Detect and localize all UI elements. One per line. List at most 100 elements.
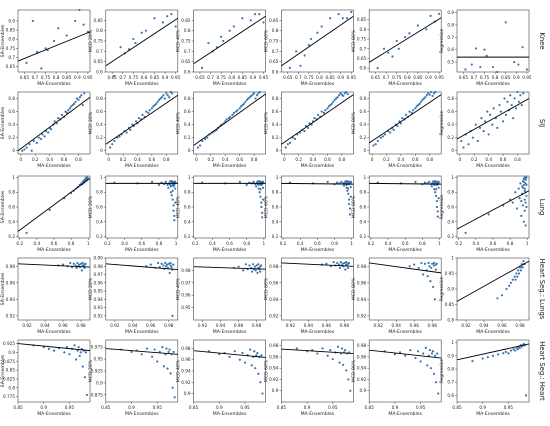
data-point [149, 263, 152, 266]
plot-frame [368, 175, 442, 239]
data-point [245, 98, 248, 101]
data-point [422, 352, 425, 355]
data-point [329, 103, 332, 107]
plot-frame [456, 175, 530, 239]
data-point [168, 183, 172, 186]
data-point [508, 284, 511, 287]
data-point [86, 176, 89, 179]
y-axis-label: SA-Ensembles [0, 272, 6, 305]
data-point [436, 180, 439, 184]
fit-line [281, 15, 354, 67]
y-tick-label: 0.94 [269, 366, 279, 371]
y-tick-label: 0.7 [272, 49, 279, 54]
data-point [174, 187, 177, 190]
data-point [166, 94, 169, 97]
x-tick-label: 0 [195, 157, 198, 162]
y-tick-label: 0.8 [184, 28, 191, 33]
x-tick-label: 0.65 [20, 75, 30, 80]
data-point [237, 265, 240, 268]
x-tick-label: 0.6 [138, 241, 145, 246]
x-tick-label: 0.7 [295, 75, 302, 80]
data-point [395, 39, 398, 43]
y-tick-label: 0.96 [181, 293, 191, 298]
x-tick-label: 0.94 [304, 323, 314, 328]
data-point [464, 68, 467, 71]
data-point [173, 396, 176, 399]
data-point [506, 100, 509, 103]
fit-line [369, 182, 442, 185]
data-point [410, 111, 413, 114]
data-point [392, 128, 395, 131]
x-tick-label: 0.4 [473, 241, 480, 246]
data-point [478, 126, 482, 129]
plot-frame [17, 9, 91, 73]
data-point [130, 350, 133, 354]
x-tick-label: 0.8 [331, 241, 338, 246]
data-point [501, 120, 505, 123]
data-point [57, 27, 60, 30]
data-point [257, 187, 260, 190]
data-point [417, 266, 420, 270]
x-tick-label: 0.98 [164, 323, 174, 328]
y-tick-label: 0.92 [181, 380, 191, 385]
x-tick-label: 0.4 [46, 157, 53, 162]
data-point [372, 144, 375, 147]
data-point [75, 97, 79, 100]
data-point [316, 352, 319, 355]
x-tick-label: 0.95 [504, 405, 514, 410]
data-point [299, 64, 302, 67]
y-tick-label: 0.6 [184, 109, 191, 114]
data-point [238, 107, 241, 110]
data-point [509, 281, 513, 284]
data-point [57, 117, 60, 120]
x-tick-label: 0.92 [198, 323, 208, 328]
y-tick-label: 0.75 [6, 46, 16, 51]
y-tick-label: 0 [364, 148, 367, 153]
data-point [423, 181, 427, 184]
data-point [113, 139, 116, 143]
data-point [85, 393, 89, 397]
x-tick-label: 0.6 [51, 241, 58, 246]
fit-line [105, 17, 179, 67]
y-tick-label: 0.96 [357, 354, 367, 359]
x-tick-label: 0.7 [471, 75, 478, 80]
data-point [425, 94, 428, 97]
data-point [519, 269, 523, 272]
data-point [80, 269, 83, 272]
y-tick-label: 0.94 [357, 366, 367, 371]
data-point [64, 110, 67, 113]
data-point [222, 39, 225, 43]
data-point [32, 139, 35, 143]
y-axis-label: MCD 80% [351, 277, 357, 300]
data-point [249, 348, 252, 351]
data-point [421, 98, 424, 101]
y-tick-label: 0.7 [447, 380, 454, 385]
data-point [238, 358, 241, 361]
x-axis-label: MA-Ensembles [125, 247, 159, 253]
data-point [144, 29, 148, 32]
data-point [320, 110, 323, 113]
data-point [172, 209, 175, 212]
data-point [504, 113, 508, 116]
data-point [35, 141, 38, 145]
y-tick-label: 0.7 [360, 46, 367, 51]
data-point [52, 349, 56, 352]
y-tick-label: 0.94 [357, 297, 367, 302]
data-point [525, 194, 528, 198]
data-point [145, 110, 148, 113]
x-tick-label: 0.2 [383, 157, 390, 162]
data-point [150, 355, 154, 358]
data-point [23, 148, 26, 151]
row-label: Heart Seg.: Heart [538, 341, 546, 401]
x-tick-label: 0.2 [192, 241, 199, 246]
y-tick-label: 0.8 [96, 96, 103, 101]
y-axis-label: MCD 60% [263, 359, 269, 382]
data-point [333, 98, 336, 101]
data-point [499, 110, 503, 113]
data-point [65, 345, 68, 349]
y-tick-label: 0.8 [8, 37, 15, 42]
data-point [431, 262, 434, 265]
data-point [504, 350, 507, 353]
fit-line [105, 348, 178, 355]
y-tick-label: 0.8 [447, 190, 454, 195]
